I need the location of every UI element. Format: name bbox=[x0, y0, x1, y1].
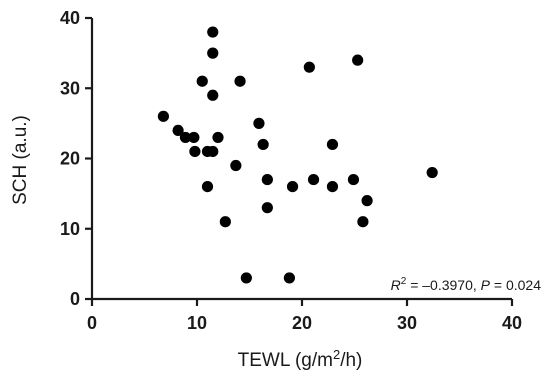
y-tick-label: 10 bbox=[60, 219, 80, 239]
data-point bbox=[261, 173, 273, 186]
data-point bbox=[230, 159, 242, 172]
data-point bbox=[352, 54, 364, 66]
data-point bbox=[234, 75, 246, 87]
data-points bbox=[157, 26, 438, 284]
data-point bbox=[219, 216, 231, 228]
data-point bbox=[212, 131, 224, 144]
stats-annotation: R2 = –0.3970, P = 0.024 bbox=[391, 276, 542, 293]
p-label: P bbox=[481, 277, 491, 293]
data-point bbox=[261, 202, 273, 214]
x-tick-label: 30 bbox=[397, 313, 417, 333]
p-value: = 0.024 bbox=[490, 277, 541, 293]
x-axis-title: TEWL (g/m2/h) bbox=[238, 347, 363, 371]
data-point bbox=[172, 124, 184, 136]
y-ticks: 0 10 20 30 40 bbox=[60, 8, 92, 309]
x-axis-title-main: TEWL (g/m bbox=[238, 350, 333, 371]
data-point bbox=[240, 272, 252, 284]
data-point bbox=[157, 110, 169, 122]
x-tick-label: 0 bbox=[87, 313, 97, 333]
data-point bbox=[207, 26, 219, 38]
data-point bbox=[361, 195, 373, 207]
data-point bbox=[426, 166, 438, 179]
data-point bbox=[253, 117, 265, 129]
x-ticks: 0 10 20 30 40 bbox=[87, 299, 522, 333]
x-tick-label: 40 bbox=[502, 313, 522, 333]
x-tick-label: 20 bbox=[292, 313, 312, 333]
data-point bbox=[201, 181, 214, 193]
data-point bbox=[347, 173, 360, 186]
data-point bbox=[326, 181, 339, 193]
y-tick-label: 30 bbox=[60, 78, 80, 98]
data-point bbox=[326, 138, 339, 151]
x-axis-title-sup: 2 bbox=[333, 347, 340, 362]
data-point bbox=[179, 131, 192, 144]
data-point bbox=[303, 61, 315, 73]
data-point bbox=[189, 145, 201, 158]
data-point bbox=[283, 272, 295, 284]
data-point bbox=[207, 89, 219, 101]
data-point bbox=[207, 47, 219, 59]
r-squared-sup: 2 bbox=[401, 276, 407, 287]
data-point bbox=[286, 181, 299, 193]
y-tick-label: 20 bbox=[60, 149, 80, 169]
data-point bbox=[357, 216, 369, 228]
data-point bbox=[207, 145, 219, 158]
data-point bbox=[307, 173, 320, 186]
plot-area: 0 10 20 30 40 0 10 20 30 40 bbox=[60, 8, 522, 333]
r-squared-value: = –0.3970, bbox=[406, 277, 480, 293]
y-tick-label: 40 bbox=[60, 8, 80, 28]
x-axis-title-tail: /h) bbox=[340, 350, 362, 371]
y-tick-label: 0 bbox=[70, 289, 80, 309]
y-axis-title: SCH (a.u.) bbox=[10, 115, 31, 205]
x-tick-label: 10 bbox=[187, 313, 207, 333]
data-point bbox=[257, 138, 269, 151]
data-point bbox=[188, 131, 200, 144]
r-squared-label: R bbox=[391, 277, 401, 293]
data-point bbox=[196, 75, 208, 87]
